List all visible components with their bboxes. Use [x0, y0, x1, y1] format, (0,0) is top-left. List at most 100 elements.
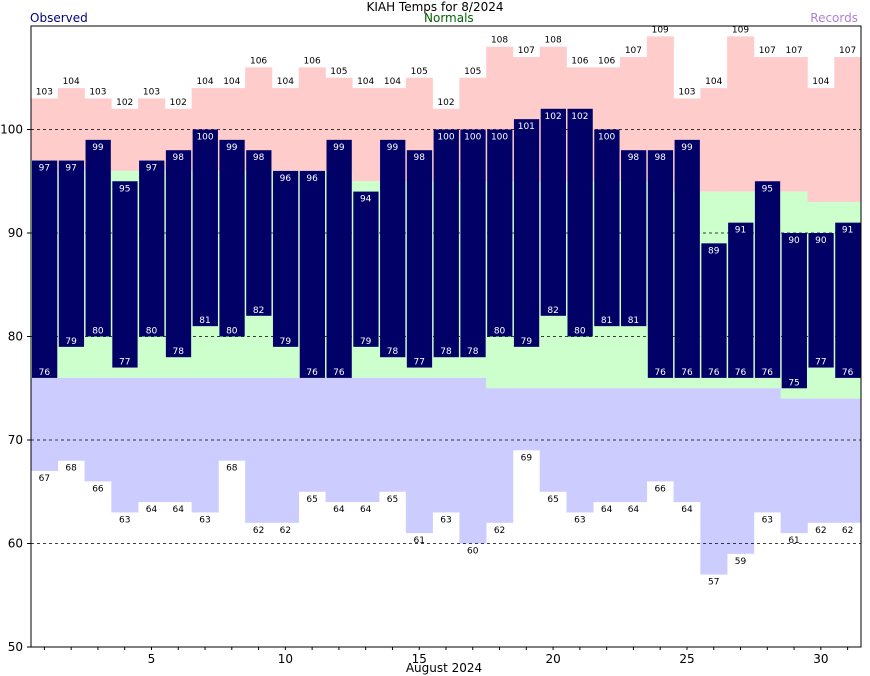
observed-low-label: 80 — [146, 327, 158, 337]
record-low-label: 68 — [226, 464, 238, 474]
record-low-label: 67 — [39, 474, 50, 484]
observed-low-label: 76 — [306, 368, 318, 378]
record-low-band — [271, 377, 300, 523]
record-high-label: 107 — [785, 46, 802, 56]
record-low-label: 62 — [253, 526, 264, 536]
record-high-label: 104 — [357, 77, 374, 87]
record-low-band — [191, 377, 219, 513]
observed-low-label: 82 — [253, 306, 264, 316]
observed-bar — [32, 160, 58, 378]
record-high-label: 103 — [143, 87, 160, 97]
record-high-label: 107 — [518, 46, 535, 56]
record-low-band — [593, 388, 621, 503]
record-low-label: 62 — [280, 526, 291, 536]
observed-high-label: 100 — [598, 133, 615, 143]
record-low-band — [57, 377, 85, 461]
observed-low-label: 81 — [199, 316, 210, 326]
observed-high-label: 99 — [226, 143, 238, 153]
record-low-label: 61 — [413, 536, 424, 546]
observed-bar — [299, 170, 326, 378]
observed-low-label: 76 — [39, 368, 51, 378]
observed-bar — [674, 139, 700, 378]
record-high-band — [727, 36, 755, 192]
observed-bar — [808, 233, 834, 368]
record-high-label: 108 — [545, 36, 562, 46]
observed-high-label: 98 — [173, 153, 185, 163]
record-low-label: 64 — [146, 505, 158, 515]
record-low-band — [405, 377, 433, 534]
record-high-label: 106 — [571, 56, 588, 66]
observed-high-label: 91 — [735, 226, 746, 236]
observed-low-label: 80 — [226, 327, 238, 337]
record-low-label: 65 — [306, 495, 317, 505]
record-high-label: 106 — [250, 56, 267, 66]
observed-bar — [621, 150, 647, 327]
observed-high-label: 97 — [65, 164, 76, 174]
record-high-label: 105 — [464, 67, 481, 77]
observed-high-label: 95 — [762, 184, 773, 194]
observed-low-label: 76 — [681, 368, 693, 378]
observed-bar — [380, 139, 406, 358]
observed-bar — [487, 129, 513, 337]
record-low-band — [486, 388, 514, 523]
observed-low-label: 80 — [494, 327, 506, 337]
record-high-band — [111, 108, 139, 171]
record-low-band — [700, 388, 728, 575]
observed-high-label: 90 — [815, 236, 827, 246]
observed-high-label: 98 — [628, 153, 640, 163]
observed-bar — [406, 150, 433, 368]
record-low-label: 60 — [467, 547, 479, 557]
observed-low-label: 78 — [467, 347, 479, 357]
record-low-band — [566, 388, 594, 513]
observed-high-label: 101 — [518, 122, 535, 132]
record-high-band — [138, 98, 166, 171]
observed-low-label: 78 — [387, 347, 399, 357]
record-low-label: 63 — [762, 515, 773, 525]
observed-low-label: 79 — [360, 337, 372, 347]
record-high-label: 106 — [304, 56, 321, 66]
observed-high-label: 91 — [842, 226, 853, 236]
observed-bar — [58, 160, 85, 347]
record-high-band — [700, 88, 728, 192]
x-axis-label: August 2024 — [406, 661, 482, 675]
observed-high-label: 97 — [39, 164, 50, 174]
record-low-band — [646, 388, 674, 482]
observed-high-label: 100 — [437, 133, 454, 143]
observed-high-label: 97 — [146, 164, 157, 174]
x-tick-label: 15 — [412, 652, 427, 666]
record-low-label: 65 — [547, 495, 558, 505]
observed-high-label: 99 — [681, 143, 693, 153]
record-low-band — [620, 388, 648, 503]
observed-bar — [85, 139, 111, 337]
record-high-label: 109 — [652, 25, 669, 35]
observed-low-label: 79 — [65, 337, 77, 347]
record-low-label: 66 — [654, 484, 666, 494]
record-low-label: 64 — [173, 505, 185, 515]
record-low-label: 63 — [199, 515, 210, 525]
record-low-band — [31, 377, 59, 472]
observed-low-label: 76 — [654, 368, 666, 378]
observed-high-label: 96 — [280, 174, 292, 184]
record-low-band — [807, 398, 835, 523]
observed-low-label: 81 — [601, 316, 612, 326]
record-high-label: 107 — [759, 46, 776, 56]
observed-high-label: 98 — [413, 153, 425, 163]
observed-bar — [835, 222, 861, 378]
observed-bar — [540, 108, 566, 316]
legend-records: Records — [810, 11, 858, 25]
record-high-label: 102 — [116, 98, 133, 108]
record-low-band — [111, 377, 139, 513]
x-tick-label: 10 — [278, 652, 293, 666]
observed-bar — [112, 181, 138, 368]
observed-bar — [433, 129, 459, 358]
y-tick-label: 70 — [8, 433, 23, 447]
record-low-band — [727, 388, 755, 554]
record-low-label: 63 — [574, 515, 585, 525]
observed-bar — [353, 191, 379, 347]
record-low-label: 68 — [65, 464, 77, 474]
observed-bar — [219, 139, 245, 337]
record-high-label: 105 — [330, 67, 347, 77]
y-tick-label: 90 — [8, 226, 23, 240]
record-low-label: 63 — [119, 515, 130, 525]
